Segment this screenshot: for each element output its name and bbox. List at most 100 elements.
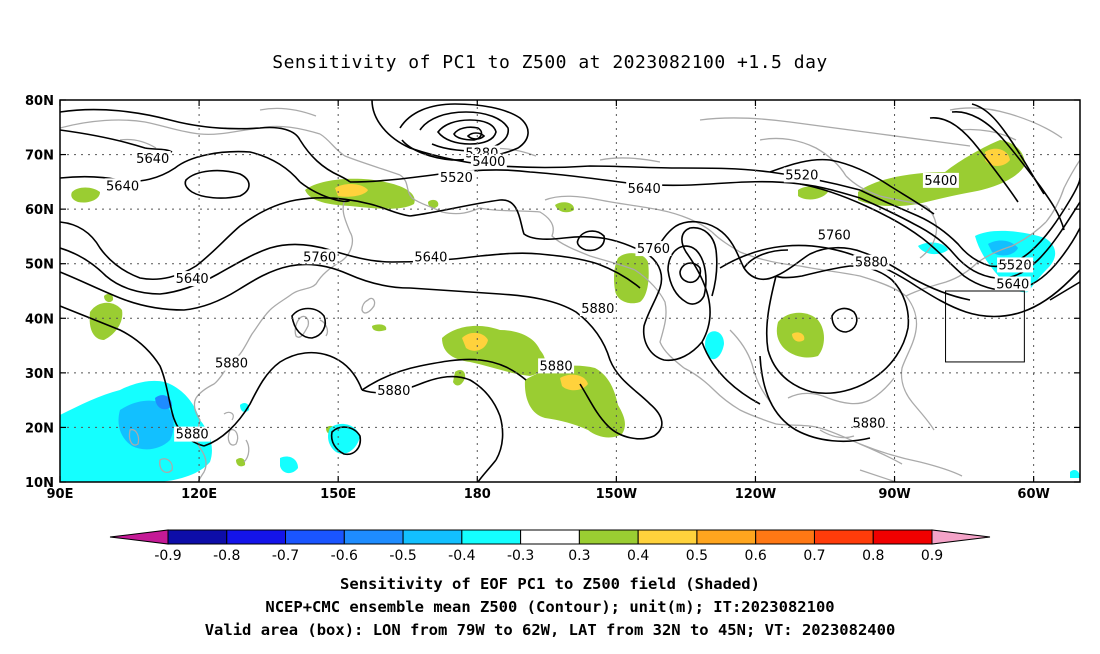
contour-label: 5400	[922, 172, 959, 189]
contour-label: 5760	[635, 241, 672, 257]
contour-label-mask	[538, 358, 575, 374]
contour-label-mask	[635, 241, 672, 257]
contour-label-text: 5880	[581, 302, 614, 317]
colorbar-tick-label: 0.3	[568, 548, 590, 564]
map-background	[60, 100, 1080, 482]
caption-line-shading: Sensitivity of EOF PC1 to Z500 field (Sh…	[340, 575, 760, 593]
colorbar-swatch	[578, 529, 639, 545]
lon-tick-label: 90E	[47, 487, 74, 502]
map-panel: 5640 5640 5640 5760 5640 5880 5880 5880 5880 5880…	[25, 94, 1081, 502]
contour-label: 5640	[994, 276, 1031, 293]
colorbar-tick-label: 0.5	[686, 548, 708, 564]
lon-tick-label: 90W	[878, 487, 910, 502]
lon-tick-label: 150W	[596, 487, 637, 502]
contour-label-mask	[174, 426, 211, 442]
colorbar-tick-label: -0.8	[213, 548, 240, 564]
colorbar-tick-label: 0.4	[627, 548, 649, 564]
caption-line-valid-area: Valid area (box): LON from 79W to 62W, L…	[205, 621, 896, 639]
contour-label-text: 5880	[855, 256, 888, 271]
contour-label: 5760	[301, 249, 338, 265]
contour-label: 5640	[412, 249, 449, 265]
contour-label: 5880	[538, 358, 575, 374]
contour-label-text: 5400	[924, 174, 957, 189]
contour-label-text: 5520	[999, 258, 1032, 273]
colorbar-tick-label: 0.9	[921, 548, 943, 564]
lon-tick-label: 120E	[181, 487, 217, 502]
contour-label-text: 5520	[440, 171, 473, 186]
contour-label-text: 5640	[996, 278, 1029, 293]
contour-label: 5640	[626, 181, 663, 197]
contour-label-mask	[816, 227, 853, 243]
colorbar-low-extension	[109, 529, 169, 545]
contour-label-text: 5760	[818, 228, 851, 243]
contour-label-mask	[438, 170, 475, 186]
contour-label: 5640	[104, 178, 141, 194]
contour-label-text: 5520	[785, 168, 818, 183]
caption-block: Sensitivity of EOF PC1 to Z500 field (Sh…	[205, 575, 896, 639]
contour-label-mask	[174, 271, 211, 287]
contour-label-text: 5880	[852, 417, 885, 432]
contour-label-text: 5880	[176, 428, 209, 443]
colorbar: -0.9 -0.8 -0.7 -0.6 -0.5 -0.4 -0.3 0.3 0.4 0.5 0.6…	[109, 529, 991, 564]
lon-tick-label: 180	[464, 487, 491, 502]
contour-label: 5880	[174, 426, 211, 443]
contour-label: 5400	[470, 153, 507, 170]
lat-tick-label: 30N	[25, 367, 54, 382]
contour-label: 5640	[134, 151, 171, 167]
lon-tick-label: 60W	[1017, 487, 1049, 502]
colorbar-tick-label: 0.7	[803, 548, 825, 564]
contour-label: 5760	[816, 227, 853, 243]
contour-label-mask	[783, 167, 820, 183]
contour-label: 5640	[174, 271, 211, 287]
contour-label-mask	[470, 153, 507, 169]
contour-label-mask	[851, 415, 888, 431]
contour-label-mask	[134, 151, 171, 167]
caption-line-contour: NCEP+CMC ensemble mean Z500 (Contour); u…	[265, 598, 834, 616]
lat-tick-label: 70N	[25, 149, 54, 164]
contour-label-mask	[301, 249, 338, 265]
colorbar-swatch	[402, 529, 463, 545]
contour-label-text: 5880	[540, 359, 573, 374]
contour-label-mask	[213, 355, 250, 371]
contour-label-text: 5880	[215, 357, 248, 372]
contour-label: 5520	[997, 257, 1034, 273]
contour-label: 5880	[853, 254, 890, 271]
colorbar-swatch	[755, 529, 815, 545]
high-negative-sensitivity-areas	[155, 395, 172, 410]
lon-tick-label: 120W	[735, 487, 776, 502]
lat-tick-label: 40N	[25, 312, 54, 327]
contour-label-text: 5880	[377, 384, 410, 399]
figure-title: Sensitivity of PC1 to Z500 at 2023082100…	[272, 52, 828, 73]
contour-label-text: 5640	[136, 152, 169, 167]
colorbar-swatch	[872, 529, 933, 545]
colorbar-high-extension	[931, 529, 991, 545]
colorbar-swatch	[696, 529, 757, 545]
contour-label-mask	[626, 181, 663, 197]
colorbar-swatch	[285, 529, 345, 545]
z500-contours	[60, 100, 1080, 482]
contour-label-text: 5640	[414, 250, 447, 265]
contour-label-text: 5640	[628, 182, 661, 197]
colorbar-tick-label: -0.6	[331, 548, 358, 564]
valid-area-box	[945, 290, 1025, 363]
contour-label-text: 5760	[303, 250, 336, 265]
lat-tick-label: 20N	[25, 421, 54, 436]
contour-label-mask	[994, 276, 1031, 292]
contour-label-mask	[412, 249, 449, 265]
colorbar-swatch	[167, 529, 228, 545]
colorbar-tick-label: 0.8	[862, 548, 884, 564]
colorbar-swatch	[520, 529, 580, 545]
contour-label: 5880	[851, 415, 888, 432]
contour-label-mask	[579, 301, 616, 317]
contour-labels: 5640 5640 5640 5760 5640 5880 5880 5880 5880 5880…	[104, 145, 1034, 443]
contour-label-mask	[922, 172, 959, 188]
contour-label: 5880	[213, 355, 250, 372]
map-frame	[59, 99, 1081, 483]
contour-label-text: 5400	[472, 155, 505, 170]
lat-tick-label: 10N	[25, 476, 54, 491]
colorbar-tick-label: -0.5	[389, 548, 416, 564]
contour-label: 5880	[375, 382, 412, 399]
colorbar-swatch	[343, 529, 404, 545]
